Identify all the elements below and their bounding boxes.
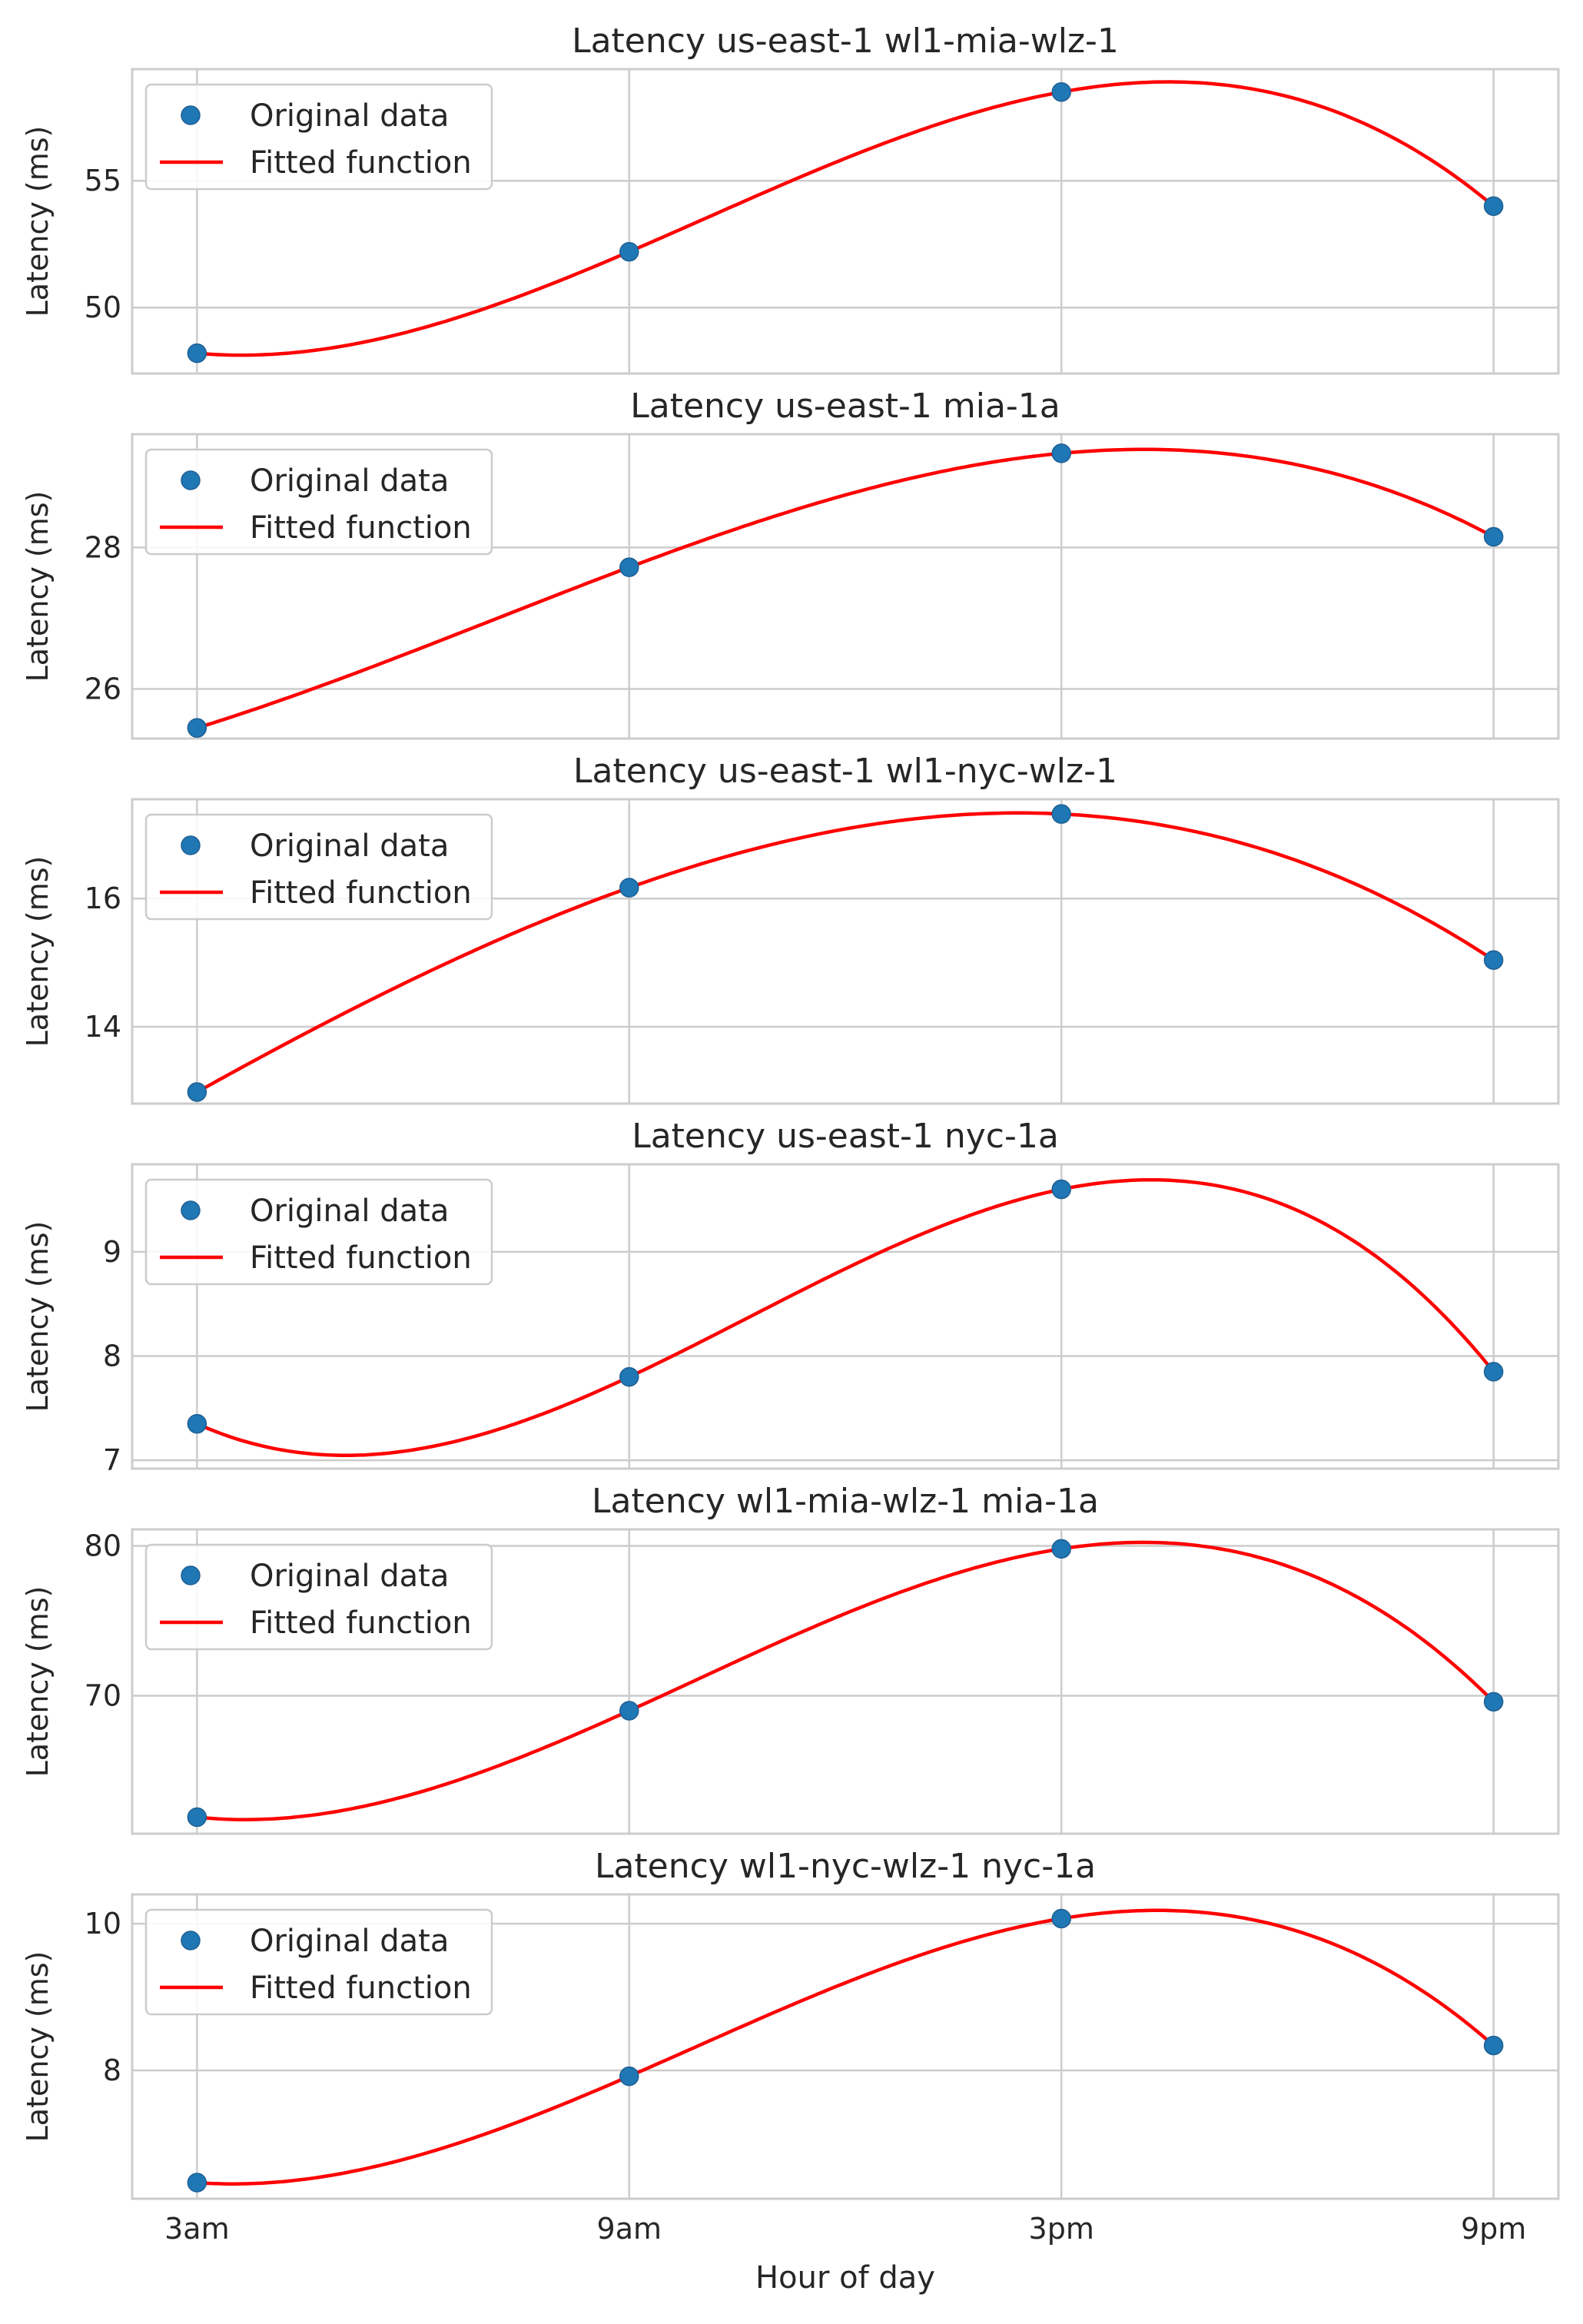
- data-point: [1052, 444, 1070, 463]
- y-tick-label: 8: [103, 2053, 121, 2087]
- x-tick-label: 3am: [164, 2212, 229, 2246]
- subplot-4: 7 8 9 Latency us-east-1 nyc-1a Latency (ms) O…: [21, 1117, 1558, 1477]
- x-tick-label: 3pm: [1029, 2212, 1094, 2246]
- y-tick-label: 70: [85, 1679, 121, 1713]
- subplot-6: 8 10 Latency wl1-nyc-wlz-1 nyc-1a Latency (…: [21, 1847, 1558, 2199]
- data-point: [1052, 805, 1070, 823]
- subplot-2: 26 28 Latency us-east-1 mia-1a Latency (ms)…: [21, 387, 1558, 739]
- y-axis-label: Latency (ms): [21, 1586, 55, 1778]
- x-tick-labels: 3am 9am 3pm 9pm: [164, 2212, 1526, 2246]
- data-point: [1052, 83, 1070, 101]
- y-tick-label: 9: [103, 1235, 121, 1269]
- data-point: [1485, 197, 1503, 215]
- data-point: [1052, 1909, 1070, 1927]
- legend: Original data Fitted function: [146, 1910, 492, 2014]
- data-point: [188, 344, 206, 363]
- y-tick-label: 7: [103, 1443, 121, 1477]
- data-point: [1485, 1363, 1503, 1381]
- data-point: [620, 558, 639, 576]
- y-axis-label: Latency (ms): [21, 126, 55, 317]
- y-axis-label: Latency (ms): [21, 491, 55, 682]
- legend: Original data Fitted function: [146, 815, 492, 919]
- y-tick-label: 50: [85, 290, 121, 324]
- y-tick-label: 8: [103, 1340, 121, 1373]
- legend-label-fitted: Fitted function: [250, 875, 472, 911]
- subplots: 50 55 Latency us-east-1 wl1-mia-wlz-1 Laten…: [21, 22, 1558, 2199]
- subplot-title: Latency wl1-nyc-wlz-1 nyc-1a: [595, 1847, 1096, 1886]
- data-point: [188, 1808, 206, 1827]
- legend-label-fitted: Fitted function: [250, 1240, 472, 1276]
- subplot-1: 50 55 Latency us-east-1 wl1-mia-wlz-1 Laten…: [21, 22, 1558, 374]
- legend-label-original: Original data: [250, 463, 449, 499]
- data-point: [1485, 528, 1503, 546]
- legend: Original data Fitted function: [146, 1180, 492, 1284]
- legend-label-original: Original data: [250, 1194, 449, 1229]
- y-axis-label: Latency (ms): [21, 1221, 55, 1413]
- data-point: [620, 1702, 639, 1720]
- y-tick-label: 10: [85, 1907, 121, 1941]
- data-point: [620, 2067, 639, 2086]
- data-point: [1485, 2037, 1503, 2055]
- subplot-title: Latency us-east-1 mia-1a: [630, 387, 1060, 426]
- legend-marker-points: [181, 836, 200, 855]
- y-axis-label: Latency (ms): [21, 1951, 55, 2143]
- y-tick-label: 28: [85, 530, 121, 564]
- legend-label-fitted: Fitted function: [250, 1970, 472, 2006]
- data-point: [620, 878, 639, 897]
- y-tick-label: 16: [85, 881, 121, 915]
- legend-label-original: Original data: [250, 1559, 449, 1594]
- subplot-title: Latency wl1-mia-wlz-1 mia-1a: [592, 1482, 1099, 1521]
- y-tick-label: 55: [85, 164, 121, 198]
- x-axis-label: Hour of day: [755, 2260, 935, 2296]
- data-point: [188, 719, 206, 737]
- subplot-5: 70 80 Latency wl1-mia-wlz-1 mia-1a Latency …: [21, 1482, 1558, 1834]
- data-point: [620, 1368, 639, 1386]
- legend-marker-points: [181, 471, 200, 490]
- y-tick-label: 26: [85, 672, 121, 706]
- y-tick-label: 80: [85, 1529, 121, 1562]
- x-tick-label: 9pm: [1461, 2212, 1526, 2246]
- legend-label-fitted: Fitted function: [250, 510, 472, 546]
- subplot-3: 14 16 Latency us-east-1 wl1-nyc-wlz-1 Laten…: [21, 752, 1558, 1104]
- subplot-title: Latency us-east-1 nyc-1a: [632, 1117, 1059, 1156]
- data-point: [1052, 1180, 1070, 1199]
- legend-marker-points: [181, 106, 200, 124]
- legend-label-fitted: Fitted function: [250, 145, 472, 181]
- data-point: [1485, 1692, 1503, 1711]
- data-point: [188, 1415, 206, 1433]
- legend-label-original: Original data: [250, 828, 449, 864]
- data-point: [188, 2173, 206, 2192]
- y-axis-label: Latency (ms): [21, 856, 55, 1047]
- y-tick-label: 14: [85, 1010, 121, 1044]
- subplot-title: Latency us-east-1 wl1-mia-wlz-1: [572, 22, 1119, 61]
- legend-label-original: Original data: [250, 98, 449, 134]
- data-point: [1052, 1539, 1070, 1558]
- legend-label-fitted: Fitted function: [250, 1605, 472, 1641]
- legend: Original data Fitted function: [146, 85, 492, 189]
- legend-marker-points: [181, 1201, 200, 1220]
- x-tick-label: 9am: [597, 2212, 662, 2246]
- data-point: [1485, 951, 1503, 969]
- legend-marker-points: [181, 1566, 200, 1585]
- legend-marker-points: [181, 1931, 200, 1950]
- legend-label-original: Original data: [250, 1924, 449, 1959]
- subplot-title: Latency us-east-1 wl1-nyc-wlz-1: [573, 752, 1117, 791]
- legend: Original data Fitted function: [146, 1545, 492, 1649]
- legend: Original data Fitted function: [146, 450, 492, 554]
- data-point: [188, 1083, 206, 1101]
- data-point: [620, 243, 639, 261]
